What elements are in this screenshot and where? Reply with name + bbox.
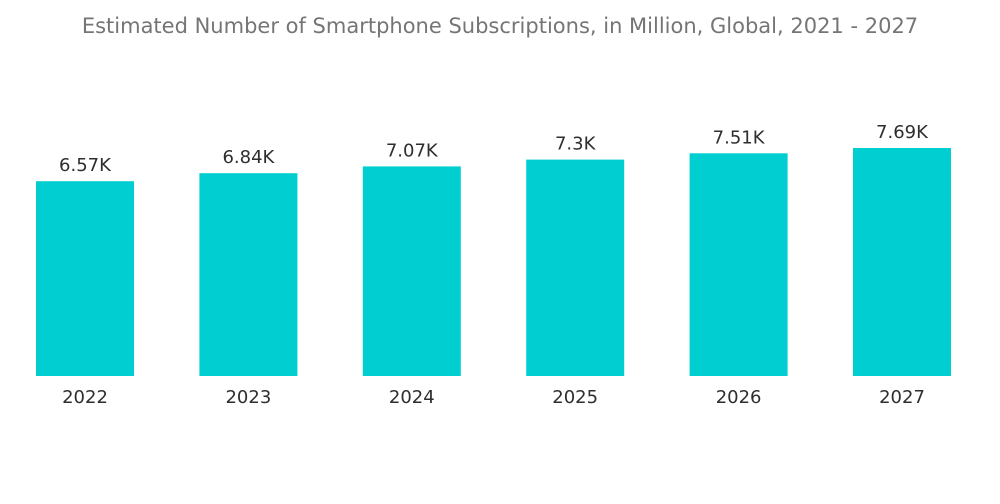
bar-2023 bbox=[199, 173, 298, 376]
x-tick-label-2023: 2023 bbox=[225, 387, 271, 408]
bar-2022 bbox=[36, 181, 134, 376]
x-tick-label-2024: 2024 bbox=[389, 387, 435, 408]
x-tick-labels-layer: 2022 2023 2024 2025 2026 2027 bbox=[62, 387, 925, 408]
bars-layer bbox=[36, 148, 951, 376]
value-label-2026: 7.51K bbox=[713, 127, 766, 148]
x-tick-label-2025: 2025 bbox=[552, 387, 598, 408]
bar-2024 bbox=[362, 166, 461, 376]
value-label-2023: 6.84K bbox=[222, 147, 275, 168]
value-label-2024: 7.07K bbox=[386, 140, 439, 161]
value-label-2027: 7.69K bbox=[876, 122, 929, 143]
bar-2026 bbox=[689, 153, 788, 376]
value-labels-layer: 6.57K 6.84K 7.07K 7.3K 7.51K 7.69K bbox=[59, 122, 929, 176]
value-label-2025: 7.3K bbox=[555, 134, 597, 155]
bar-2025 bbox=[526, 159, 625, 376]
x-tick-label-2027: 2027 bbox=[879, 387, 925, 408]
chart-title: Estimated Number of Smartphone Subscript… bbox=[81, 14, 919, 38]
bar-2027 bbox=[853, 148, 951, 376]
value-label-2022: 6.57K bbox=[59, 155, 112, 176]
x-tick-label-2022: 2022 bbox=[62, 387, 108, 408]
x-tick-label-2026: 2026 bbox=[716, 387, 762, 408]
